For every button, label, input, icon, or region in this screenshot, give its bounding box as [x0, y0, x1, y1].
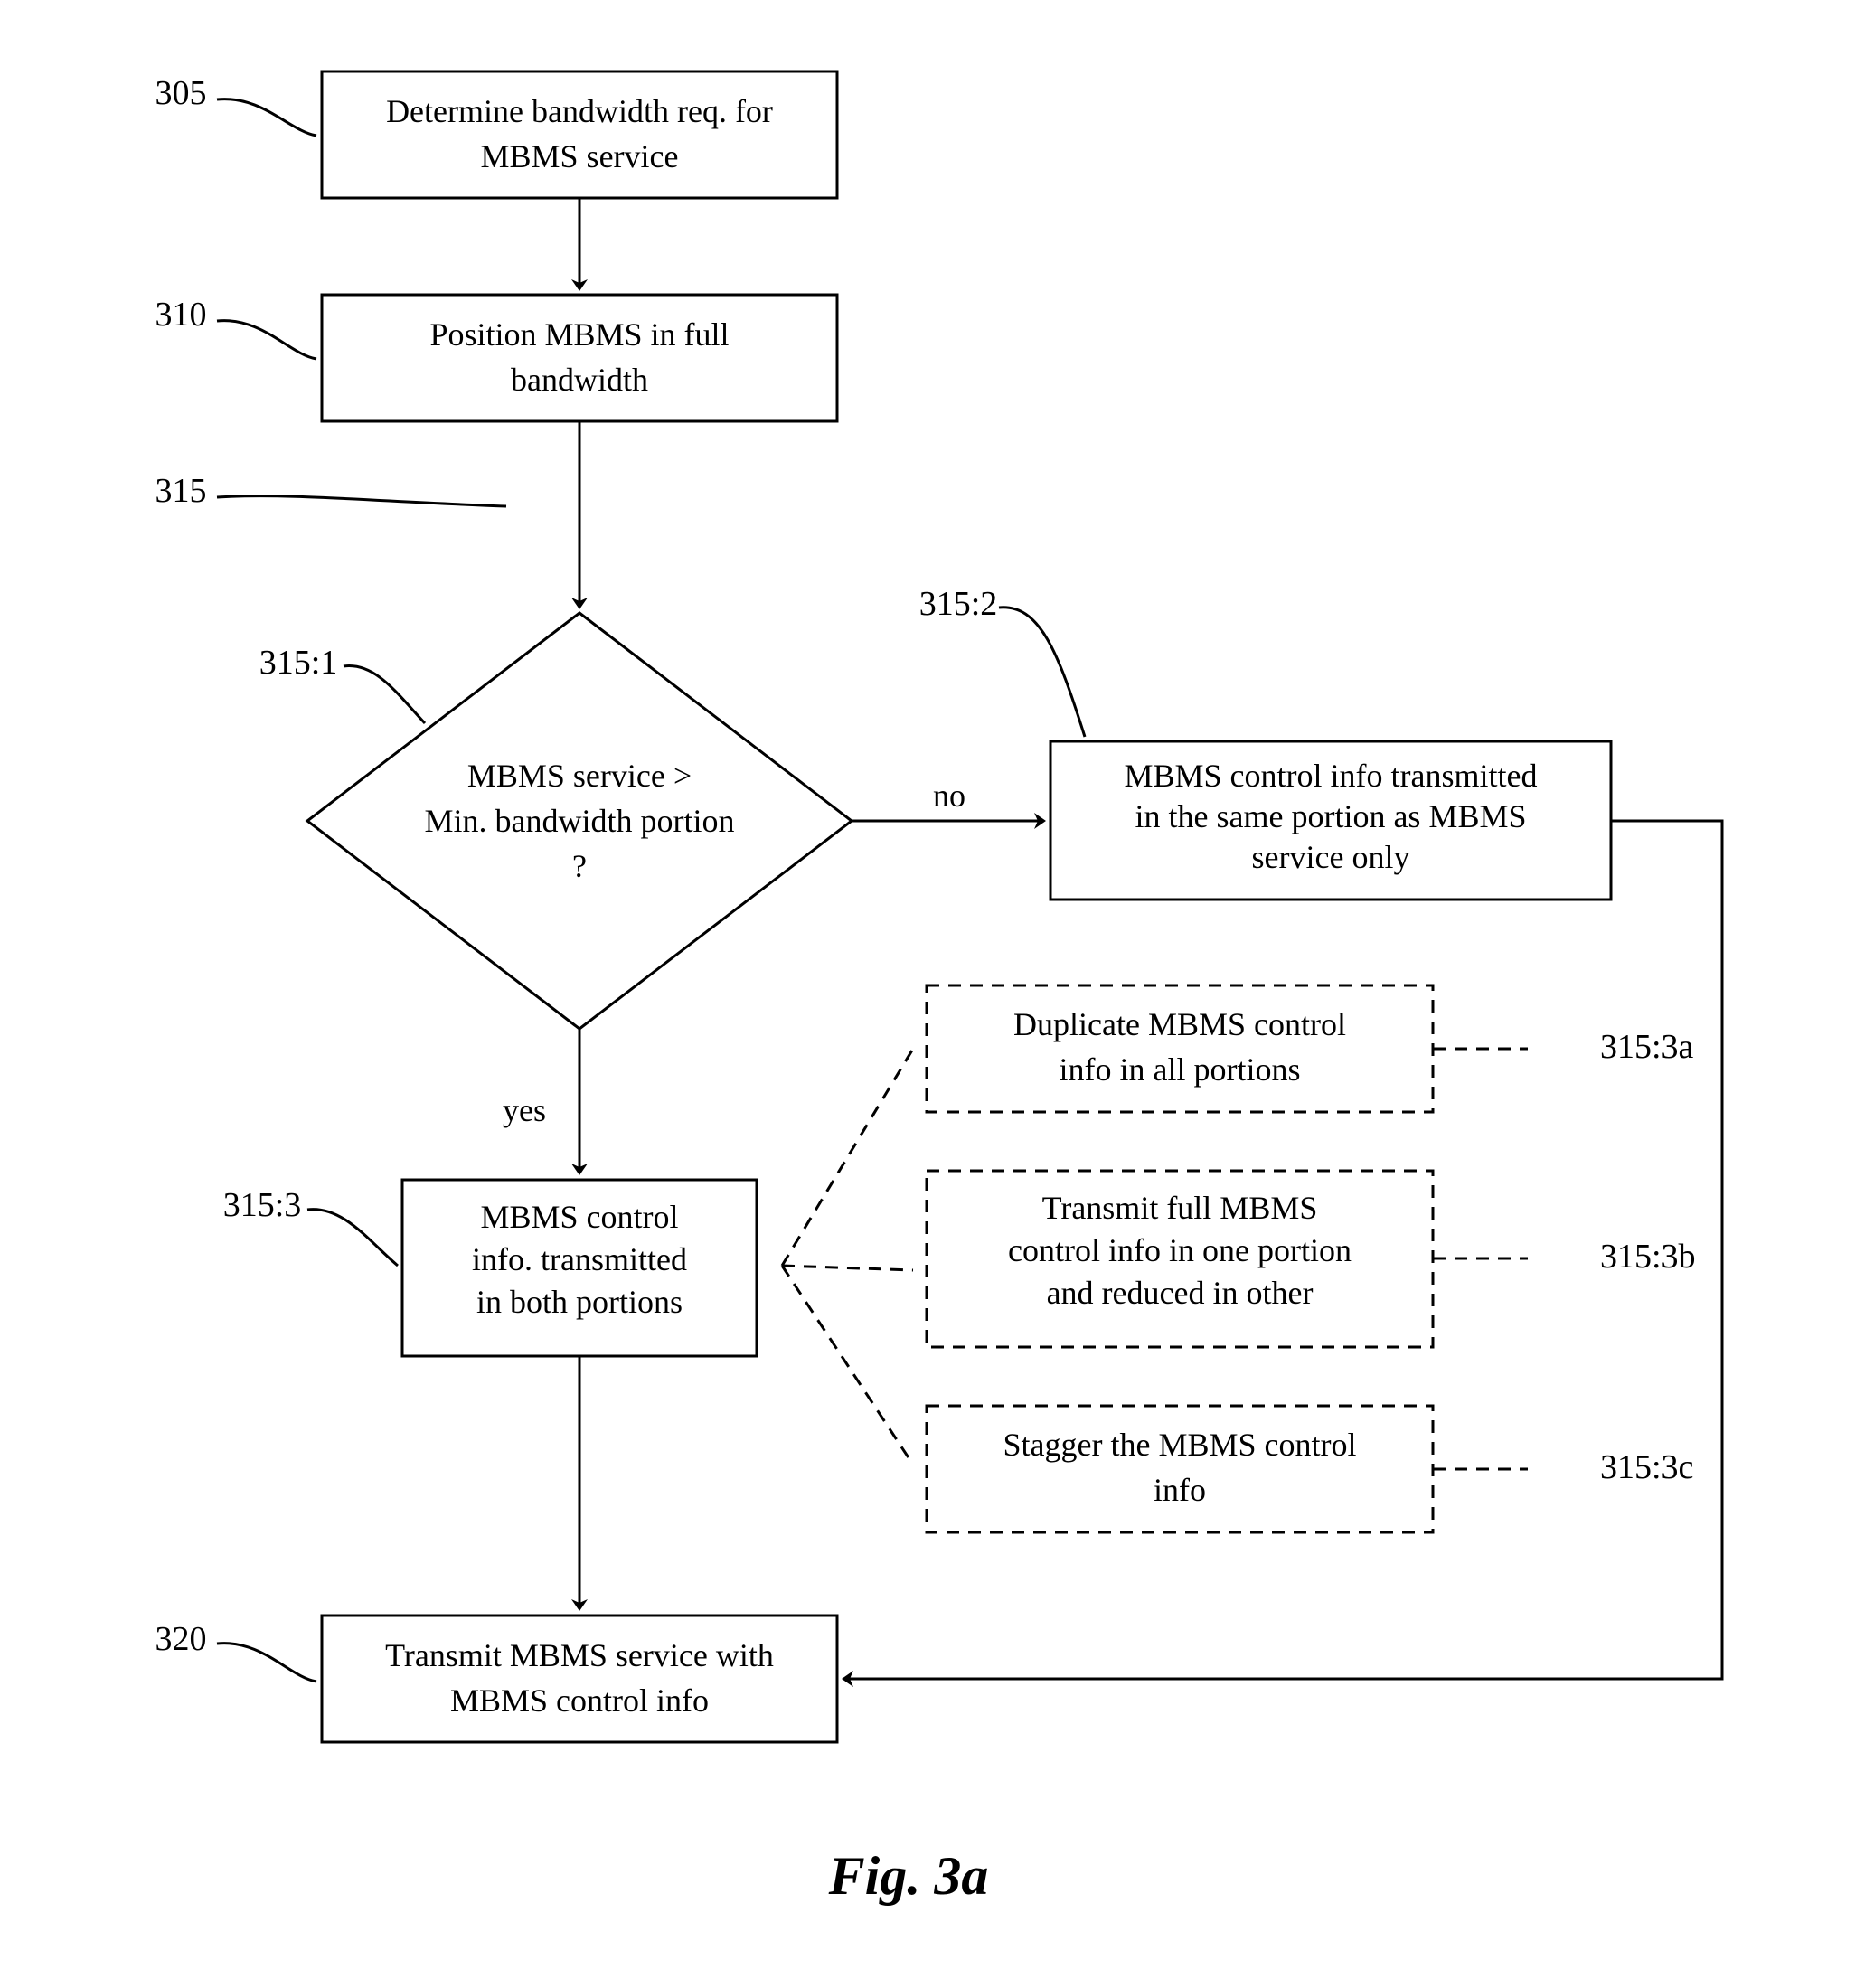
node-310: Position MBMS in full bandwidth	[322, 295, 837, 421]
label-315-3b: 315:3b	[1600, 1238, 1696, 1276]
node-315-3c: Stagger the MBMS control info	[927, 1406, 1433, 1532]
node-315-2: MBMS control info transmitted in the sam…	[1050, 741, 1611, 900]
node-315-3-line2: info. transmitted	[472, 1241, 687, 1277]
leader-315	[217, 496, 506, 506]
label-305: 305	[155, 74, 207, 112]
label-315-3a: 315:3a	[1600, 1028, 1694, 1066]
edge-label-no: no	[933, 777, 965, 814]
node-315-3b-line3: and reduced in other	[1047, 1275, 1314, 1311]
node-305: Determine bandwidth req. for MBMS servic…	[322, 71, 837, 198]
node-315-1-line2: Min. bandwidth portion	[425, 803, 735, 839]
node-305-line1: Determine bandwidth req. for	[386, 93, 773, 129]
node-315-1-line3: ?	[572, 848, 587, 884]
leader-310	[217, 321, 316, 359]
node-315-3a-line1: Duplicate MBMS control	[1013, 1006, 1346, 1042]
edge-label-yes: yes	[503, 1092, 546, 1128]
node-315-3-line3: in both portions	[476, 1284, 683, 1320]
node-320-line1: Transmit MBMS service with	[385, 1637, 774, 1673]
label-315-3c: 315:3c	[1600, 1448, 1693, 1486]
node-315-1-line1: MBMS service >	[467, 758, 692, 794]
node-315-3c-line1: Stagger the MBMS control	[1003, 1427, 1357, 1463]
leader-315-1	[344, 666, 425, 723]
node-315-2-line3: service only	[1252, 839, 1410, 875]
node-320-line2: MBMS control info	[450, 1682, 709, 1719]
leader-315-2	[999, 608, 1085, 737]
node-310-line2: bandwidth	[511, 362, 648, 398]
node-315-3-line1: MBMS control	[480, 1199, 678, 1235]
node-315-3b-line2: control info in one portion	[1008, 1232, 1352, 1268]
leader-320	[217, 1644, 316, 1682]
leader-315-3	[307, 1210, 398, 1266]
node-315-3c-line2: info	[1154, 1472, 1206, 1508]
label-310: 310	[155, 296, 207, 334]
node-315-2-line2: in the same portion as MBMS	[1135, 798, 1527, 834]
figure-caption: Fig. 3a	[828, 1846, 989, 1906]
node-310-line1: Position MBMS in full	[429, 316, 729, 353]
node-315-3b: Transmit full MBMS control info in one p…	[927, 1171, 1433, 1347]
node-315-3a-line2: info in all portions	[1060, 1051, 1301, 1088]
node-315-1-diamond: MBMS service > Min. bandwidth portion ?	[307, 613, 852, 1029]
leader-305	[217, 99, 316, 136]
node-320: Transmit MBMS service with MBMS control …	[322, 1616, 837, 1742]
flowchart-canvas: Determine bandwidth req. for MBMS servic…	[0, 0, 1865, 1988]
label-315: 315	[155, 472, 207, 510]
node-315-3a: Duplicate MBMS control info in all porti…	[927, 985, 1433, 1112]
label-315-2: 315:2	[919, 585, 998, 623]
label-315-3: 315:3	[223, 1186, 302, 1224]
node-315-3b-line1: Transmit full MBMS	[1042, 1190, 1318, 1226]
node-315-3: MBMS control info. transmitted in both p…	[402, 1180, 757, 1356]
node-315-2-line1: MBMS control info transmitted	[1125, 758, 1538, 794]
label-315-1: 315:1	[259, 644, 338, 682]
fanout-315-3	[782, 1049, 913, 1465]
node-305-line2: MBMS service	[481, 138, 679, 174]
label-320: 320	[155, 1620, 207, 1658]
